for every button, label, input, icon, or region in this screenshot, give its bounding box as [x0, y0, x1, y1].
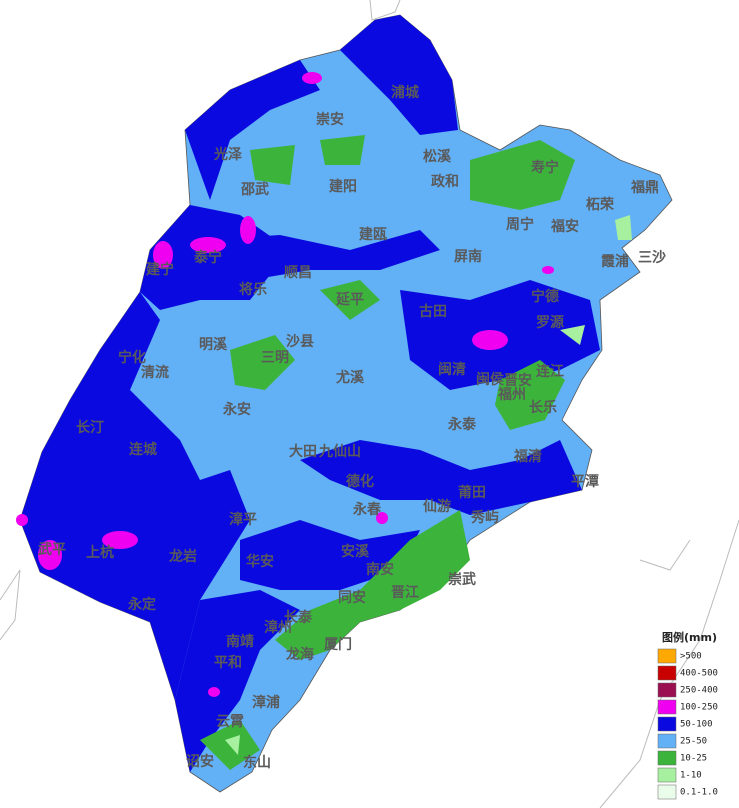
legend: 图例(mm) >500 400-500 250-400 100-250 50-100 25… — [657, 630, 718, 800]
legend-label: 400-500 — [680, 669, 718, 679]
place-label: 永安 — [222, 401, 251, 418]
place-label: 南安 — [366, 561, 394, 578]
rain-1-10 — [225, 215, 632, 755]
place-label: 福州 — [497, 386, 526, 403]
legend-label: 100-250 — [680, 703, 718, 713]
place-label: 屏南 — [454, 248, 482, 265]
place-label: 尤溪 — [336, 369, 365, 386]
legend-swatch — [657, 682, 677, 698]
legend-label: 25-50 — [680, 737, 707, 747]
place-label: 沙县 — [286, 334, 314, 350]
place-label: 连城 — [129, 441, 157, 458]
place-label: 霞浦 — [601, 253, 629, 270]
place-label: 崇武 — [448, 571, 476, 588]
place-label: 德化 — [346, 473, 374, 490]
place-label: 宁德 — [531, 288, 559, 305]
place-label: 三明 — [261, 350, 289, 366]
legend-label: 50-100 — [680, 720, 713, 730]
province-map — [16, 14, 673, 793]
place-label: 云霄 — [216, 713, 244, 730]
place-label: 延平 — [335, 291, 364, 308]
legend-swatch — [657, 750, 677, 766]
place-label: 宁化 — [118, 349, 146, 366]
legend-label: 0.1-1.0 — [680, 788, 718, 798]
place-label: 松溪 — [423, 148, 452, 165]
place-label: 漳平 — [229, 511, 257, 528]
legend-swatch — [657, 716, 677, 732]
legend-swatch — [657, 733, 677, 749]
place-label: 龙岩 — [168, 548, 197, 565]
place-label: 莆田 — [458, 484, 486, 501]
place-label: 光泽 — [213, 146, 242, 163]
rain-100-250 — [16, 72, 554, 697]
place-label: 厦门 — [324, 636, 352, 653]
legend-title: 图例(mm) — [662, 630, 717, 644]
place-label: 东山 — [243, 754, 271, 771]
rain-50-100 — [20, 15, 600, 772]
place-label: 福鼎 — [630, 179, 659, 196]
place-label: 仙游 — [423, 498, 451, 515]
place-label: 崇安 — [316, 111, 344, 128]
place-label: 长汀 — [76, 419, 104, 436]
place-label: 安溪 — [341, 543, 370, 560]
place-label: 晋江 — [391, 584, 419, 601]
legend-label: 1-10 — [680, 771, 702, 781]
place-label: 清流 — [141, 364, 169, 381]
place-label: 罗源 — [536, 314, 564, 331]
legend-swatch — [657, 699, 677, 715]
legend-swatch — [657, 665, 677, 681]
legend-label: 10-25 — [680, 754, 707, 764]
place-label: 平潭 — [571, 473, 599, 490]
place-label: 平和 — [214, 655, 242, 671]
place-label: 将乐 — [239, 281, 267, 298]
place-label: 漳浦 — [252, 694, 280, 711]
place-label: 浦城 — [391, 84, 419, 101]
place-label: 连江 — [536, 363, 564, 380]
legend-swatch — [657, 648, 677, 664]
place-label: 政和 — [431, 173, 459, 190]
legend-label: 250-400 — [680, 686, 718, 696]
legend-swatch — [657, 767, 677, 783]
place-label: 柘荣 — [585, 196, 615, 213]
place-label: 长泰 — [284, 609, 313, 626]
place-label: 晋安 — [504, 372, 532, 389]
place-label: 秀屿 — [470, 509, 499, 526]
place-label: 寿宁 — [531, 159, 559, 176]
place-label: 闽清 — [438, 361, 466, 378]
legend-swatch — [657, 784, 677, 800]
place-label: 九仙山 — [318, 443, 361, 460]
place-label: 建阳 — [329, 178, 357, 195]
place-label: 大田 — [289, 443, 317, 460]
place-label: 福安 — [550, 218, 579, 235]
place-label: 建瓯 — [359, 226, 387, 243]
place-label: 永定 — [127, 596, 156, 613]
place-label: 闽侯 — [476, 371, 505, 388]
place-label: 龙海 — [285, 646, 314, 663]
place-label: 三沙 — [638, 250, 666, 266]
place-label: 上杭 — [86, 544, 114, 561]
place-label: 华安 — [246, 553, 274, 570]
place-label: 泰宁 — [193, 249, 222, 266]
place-label: 永泰 — [447, 416, 477, 433]
place-label: 漳州 — [264, 619, 292, 636]
place-label: 福清 — [513, 448, 542, 465]
legend-label: >500 — [680, 652, 702, 662]
place-label: 明溪 — [199, 336, 228, 353]
place-label: 建宁 — [146, 261, 174, 278]
place-label: 顺昌 — [284, 265, 312, 281]
place-label: 同安 — [338, 589, 366, 606]
place-label: 邵武 — [240, 181, 269, 198]
place-label: 诏安 — [186, 753, 214, 770]
place-label: 周宁 — [506, 216, 534, 233]
place-label: 武平 — [38, 541, 66, 558]
place-label: 古田 — [419, 303, 447, 320]
place-label: 永春 — [352, 501, 382, 518]
place-label: 长乐 — [529, 399, 557, 416]
place-label: 南靖 — [226, 633, 254, 650]
